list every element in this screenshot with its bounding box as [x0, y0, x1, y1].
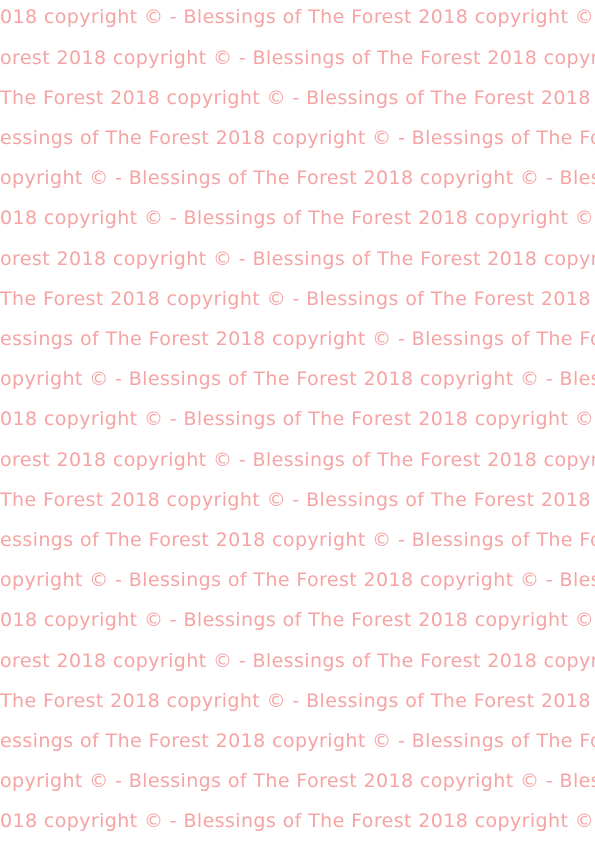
watermark-row-16: 018 copyright © - Blessings of The Fores…	[0, 609, 595, 631]
watermark-row-5: opyright © - Blessings of The Forest 201…	[0, 167, 595, 189]
watermark-row-8: The Forest 2018 copyright © - Blessings …	[0, 288, 595, 310]
watermark-row-19: essings of The Forest 2018 copyright © -…	[0, 730, 595, 752]
watermark-row-20: opyright © - Blessings of The Forest 201…	[0, 770, 595, 792]
watermark-row-14: essings of The Forest 2018 copyright © -…	[0, 529, 595, 551]
watermark-row-18: The Forest 2018 copyright © - Blessings …	[0, 690, 595, 712]
watermark-row-11: 018 copyright © - Blessings of The Fores…	[0, 408, 595, 430]
watermark-row-7: orest 2018 copyright © - Blessings of Th…	[0, 248, 595, 270]
watermark-row-4: essings of The Forest 2018 copyright © -…	[0, 127, 595, 149]
watermark-row-1: 018 copyright © - Blessings of The Fores…	[0, 6, 595, 28]
watermark-row-13: The Forest 2018 copyright © - Blessings …	[0, 489, 595, 511]
watermark-row-15: opyright © - Blessings of The Forest 201…	[0, 569, 595, 591]
watermark-row-10: opyright © - Blessings of The Forest 201…	[0, 368, 595, 390]
watermark-row-6: 018 copyright © - Blessings of The Fores…	[0, 207, 595, 229]
watermark-row-12: orest 2018 copyright © - Blessings of Th…	[0, 449, 595, 471]
watermark-row-17: orest 2018 copyright © - Blessings of Th…	[0, 650, 595, 672]
watermark-row-9: essings of The Forest 2018 copyright © -…	[0, 328, 595, 350]
watermark-row-2: orest 2018 copyright © - Blessings of Th…	[0, 47, 595, 69]
watermark-row-21: 018 copyright © - Blessings of The Fores…	[0, 810, 595, 832]
watermark-row-3: The Forest 2018 copyright © - Blessings …	[0, 87, 595, 109]
